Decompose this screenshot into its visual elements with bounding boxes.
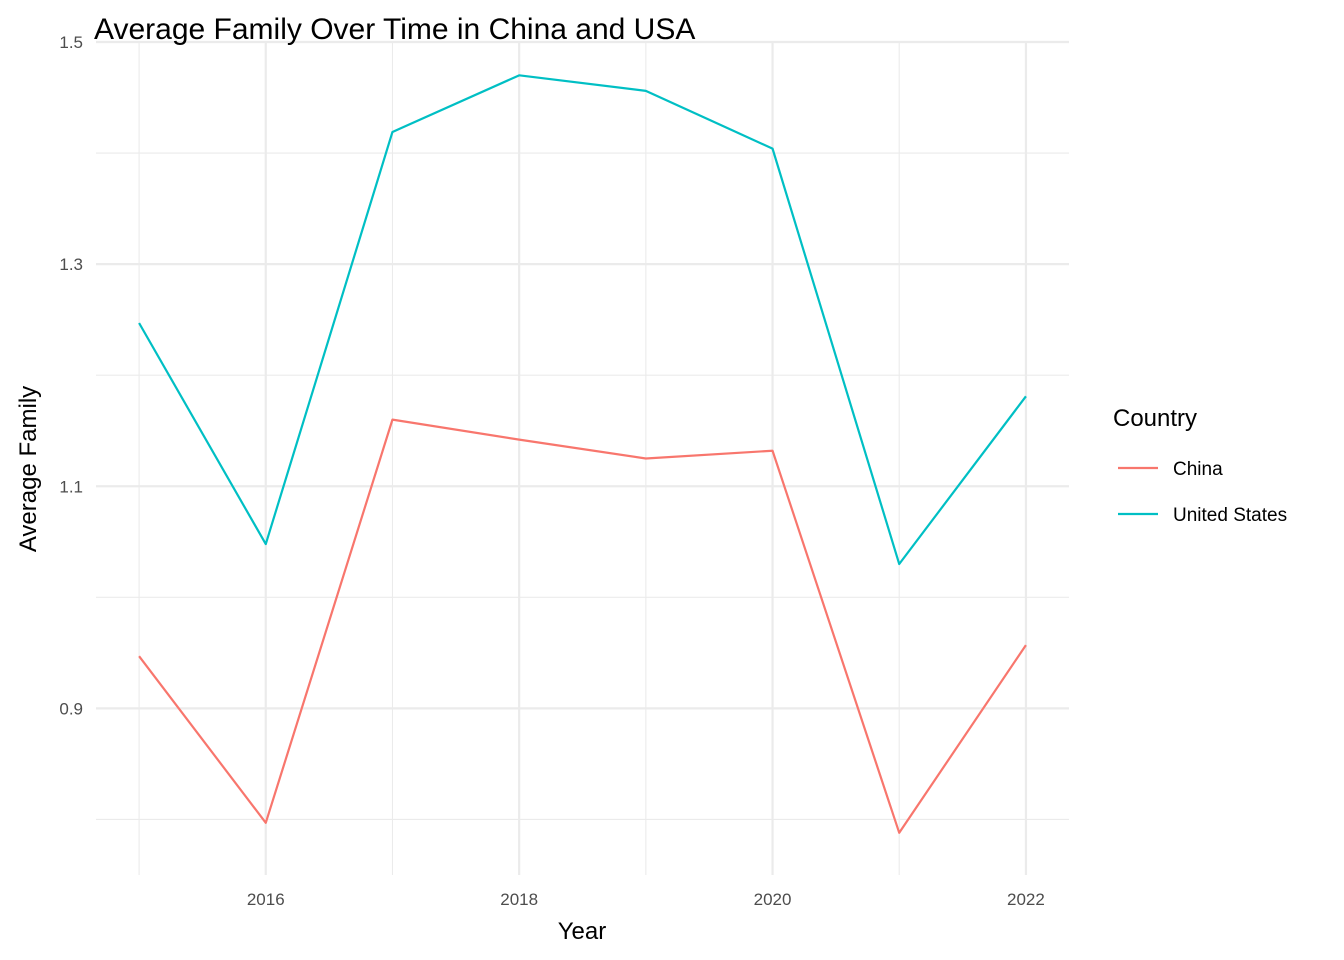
- legend-label-china: China: [1173, 459, 1223, 480]
- x-tick-label: 2016: [247, 890, 285, 909]
- y-tick-labels: 0.9 1.1 1.3 1.5: [59, 33, 83, 718]
- series-line-united-states: [138, 74, 1027, 566]
- y-tick-label: 1.5: [59, 33, 83, 52]
- series-line-china: [138, 418, 1027, 834]
- legend-label-united-states: United States: [1173, 505, 1287, 526]
- x-tick-label: 2022: [1007, 890, 1045, 909]
- x-tick-label: 2020: [754, 890, 792, 909]
- y-axis-title: Average Family: [15, 386, 42, 552]
- x-axis-title: Year: [558, 918, 607, 945]
- x-tick-labels: 2016 2018 2020 2022: [247, 890, 1045, 909]
- chart-title: Average Family Over Time in China and US…: [94, 13, 695, 46]
- y-tick-label: 1.3: [59, 255, 83, 274]
- y-tick-label: 0.9: [59, 699, 83, 718]
- grid: [96, 40, 1069, 875]
- legend-title: Country: [1113, 405, 1197, 432]
- series-lines: [138, 74, 1027, 834]
- legend: Country China United States: [1113, 405, 1287, 526]
- x-tick-label: 2018: [500, 890, 538, 909]
- y-tick-label: 1.1: [59, 477, 83, 496]
